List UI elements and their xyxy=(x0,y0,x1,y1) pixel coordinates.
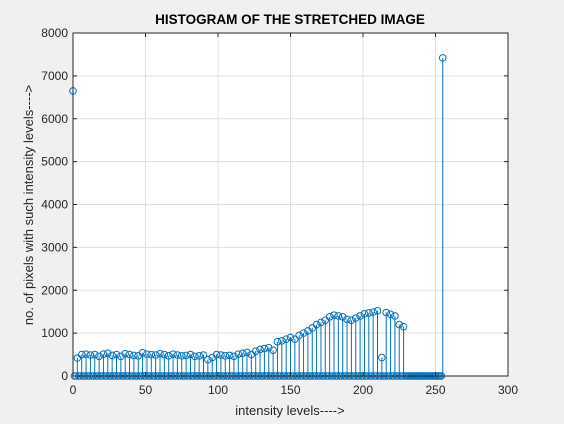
y-axis-label: no. of pixels with such intensity levels… xyxy=(21,85,36,325)
stem-marker xyxy=(373,307,382,315)
stem-marker xyxy=(230,352,238,361)
stem-marker xyxy=(221,352,230,360)
stem-marker xyxy=(365,309,373,317)
stem-marker xyxy=(160,350,169,359)
x-tick-label: 200 xyxy=(353,383,373,397)
stem-marker xyxy=(391,312,399,320)
plot-area: 0 50 100 150 200 250 3000100020003000400050006… xyxy=(41,26,518,397)
stem-marker xyxy=(212,350,221,359)
stem-marker xyxy=(82,350,90,358)
stem-marker xyxy=(99,350,108,358)
stem-marker xyxy=(347,316,356,325)
stem-marker xyxy=(169,350,177,358)
stem-marker xyxy=(312,320,321,329)
y-tick-label: 0 xyxy=(61,369,68,383)
stem-marker xyxy=(282,335,290,343)
stem-marker xyxy=(378,353,386,362)
stem-marker xyxy=(195,352,203,360)
stem-marker xyxy=(177,352,186,360)
y-tick-label: 1000 xyxy=(41,326,68,340)
stem-marker xyxy=(399,322,408,331)
x-tick-label: 100 xyxy=(208,383,228,397)
stem-marker xyxy=(243,348,251,357)
stem-marker xyxy=(369,308,377,316)
stem-marker xyxy=(395,320,404,329)
stem-marker xyxy=(130,351,138,360)
stem-marker xyxy=(317,318,325,327)
stem-marker xyxy=(164,352,173,360)
stem-marker xyxy=(138,349,147,357)
stem-marker xyxy=(108,351,116,360)
stem-marker xyxy=(199,351,208,359)
y-tick-label: 3000 xyxy=(41,240,68,254)
y-tick-label: 5000 xyxy=(41,155,68,169)
stem-marker xyxy=(273,337,282,346)
stem-marker xyxy=(191,352,199,361)
stem-marker xyxy=(291,335,299,343)
stem-marker xyxy=(143,350,151,358)
x-tick-label: 300 xyxy=(498,383,518,397)
stem-marker xyxy=(360,310,369,318)
stem-marker xyxy=(125,350,134,359)
y-tick-label: 2000 xyxy=(41,283,68,297)
stem-marker xyxy=(121,349,129,358)
stem-marker xyxy=(382,308,391,317)
stem-marker xyxy=(151,351,160,359)
stem-marker xyxy=(286,333,295,342)
chart-title: HISTOGRAM OF THE STRETCHED IMAGE xyxy=(155,12,425,27)
y-tick-label: 6000 xyxy=(41,112,68,126)
stem-marker xyxy=(251,347,260,355)
stem-marker xyxy=(386,310,395,319)
y-tick-label: 8000 xyxy=(41,26,68,40)
stem-marker xyxy=(295,331,304,340)
stem-marker xyxy=(225,351,234,360)
y-tick-label: 7000 xyxy=(41,69,68,83)
stem-marker xyxy=(338,313,347,321)
stem-marker xyxy=(234,350,243,358)
stem-marker xyxy=(147,350,156,359)
stem-marker xyxy=(269,346,277,355)
stem-marker xyxy=(112,350,121,359)
stem-marker xyxy=(330,311,338,319)
stem-marker xyxy=(260,344,269,353)
stem-marker xyxy=(173,351,182,359)
stem-marker xyxy=(156,349,164,358)
x-tick-label: 150 xyxy=(280,383,300,397)
x-tick-label: 50 xyxy=(139,383,153,397)
stem-marker xyxy=(299,329,308,337)
stem-marker xyxy=(278,337,286,345)
stem-marker xyxy=(351,314,360,322)
x-tick-label: 0 xyxy=(70,383,77,397)
stem-marker xyxy=(256,345,264,354)
stem-marker xyxy=(438,54,447,62)
stem-marker xyxy=(238,349,247,358)
x-axis-label: intensity levels----> xyxy=(235,403,344,418)
stem-marker xyxy=(264,343,273,352)
stem-marker xyxy=(77,350,86,359)
stem-marker xyxy=(325,313,334,321)
stem-marker xyxy=(186,350,195,359)
stem-marker xyxy=(356,312,364,320)
stem-marker xyxy=(95,352,103,361)
stem-marker xyxy=(334,312,343,320)
stem-marker xyxy=(204,355,212,364)
stem-marker xyxy=(343,315,351,324)
stem-marker xyxy=(104,349,112,358)
x-tick-label: 250 xyxy=(425,383,445,397)
stem-marker xyxy=(90,350,99,359)
stem-marker xyxy=(217,351,225,359)
stem-marker xyxy=(86,351,95,359)
y-tick-label: 4000 xyxy=(41,198,68,212)
stem-marker xyxy=(182,351,190,360)
stem-marker xyxy=(117,352,125,361)
